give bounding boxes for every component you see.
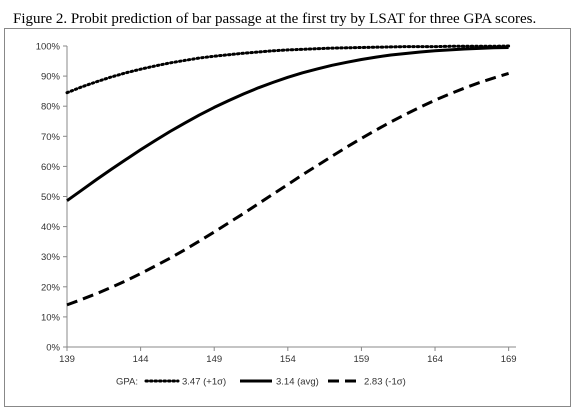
y-tick-label: 0%: [46, 343, 60, 354]
y-tick-label: 60%: [41, 162, 61, 173]
legend-label: 3.47 (+1σ): [182, 377, 226, 388]
x-tick-label: 144: [133, 354, 149, 365]
x-tick-label: 149: [206, 354, 222, 365]
y-tick-label: 90%: [41, 72, 61, 83]
y-tick-label: 30%: [41, 252, 61, 263]
x-tick-label: 139: [59, 354, 75, 365]
y-tick-label: 70%: [41, 132, 61, 143]
y-tick-label: 100%: [36, 42, 61, 53]
figure-title: Figure 2. Probit prediction of bar passa…: [13, 11, 537, 27]
legend-prefix: GPA:: [116, 377, 138, 388]
series-line-dotted: [65, 44, 511, 95]
y-tick-label: 10%: [41, 312, 61, 323]
x-tick-label: 169: [501, 354, 517, 365]
legend-label: 2.83 (-1σ): [364, 377, 406, 388]
x-tick-label: 159: [353, 354, 369, 365]
x-tick-label: 154: [280, 354, 296, 365]
series-line-solid: [66, 46, 509, 202]
legend-label: 3.14 (avg): [276, 377, 319, 388]
y-tick-label: 40%: [41, 222, 61, 233]
series-line-dashed: [66, 71, 510, 307]
y-tick-label: 80%: [41, 102, 61, 113]
y-tick-label: 20%: [41, 282, 61, 293]
x-tick-label: 164: [427, 354, 443, 365]
chart-frame: [4, 28, 571, 407]
y-tick-label: 50%: [41, 192, 61, 203]
